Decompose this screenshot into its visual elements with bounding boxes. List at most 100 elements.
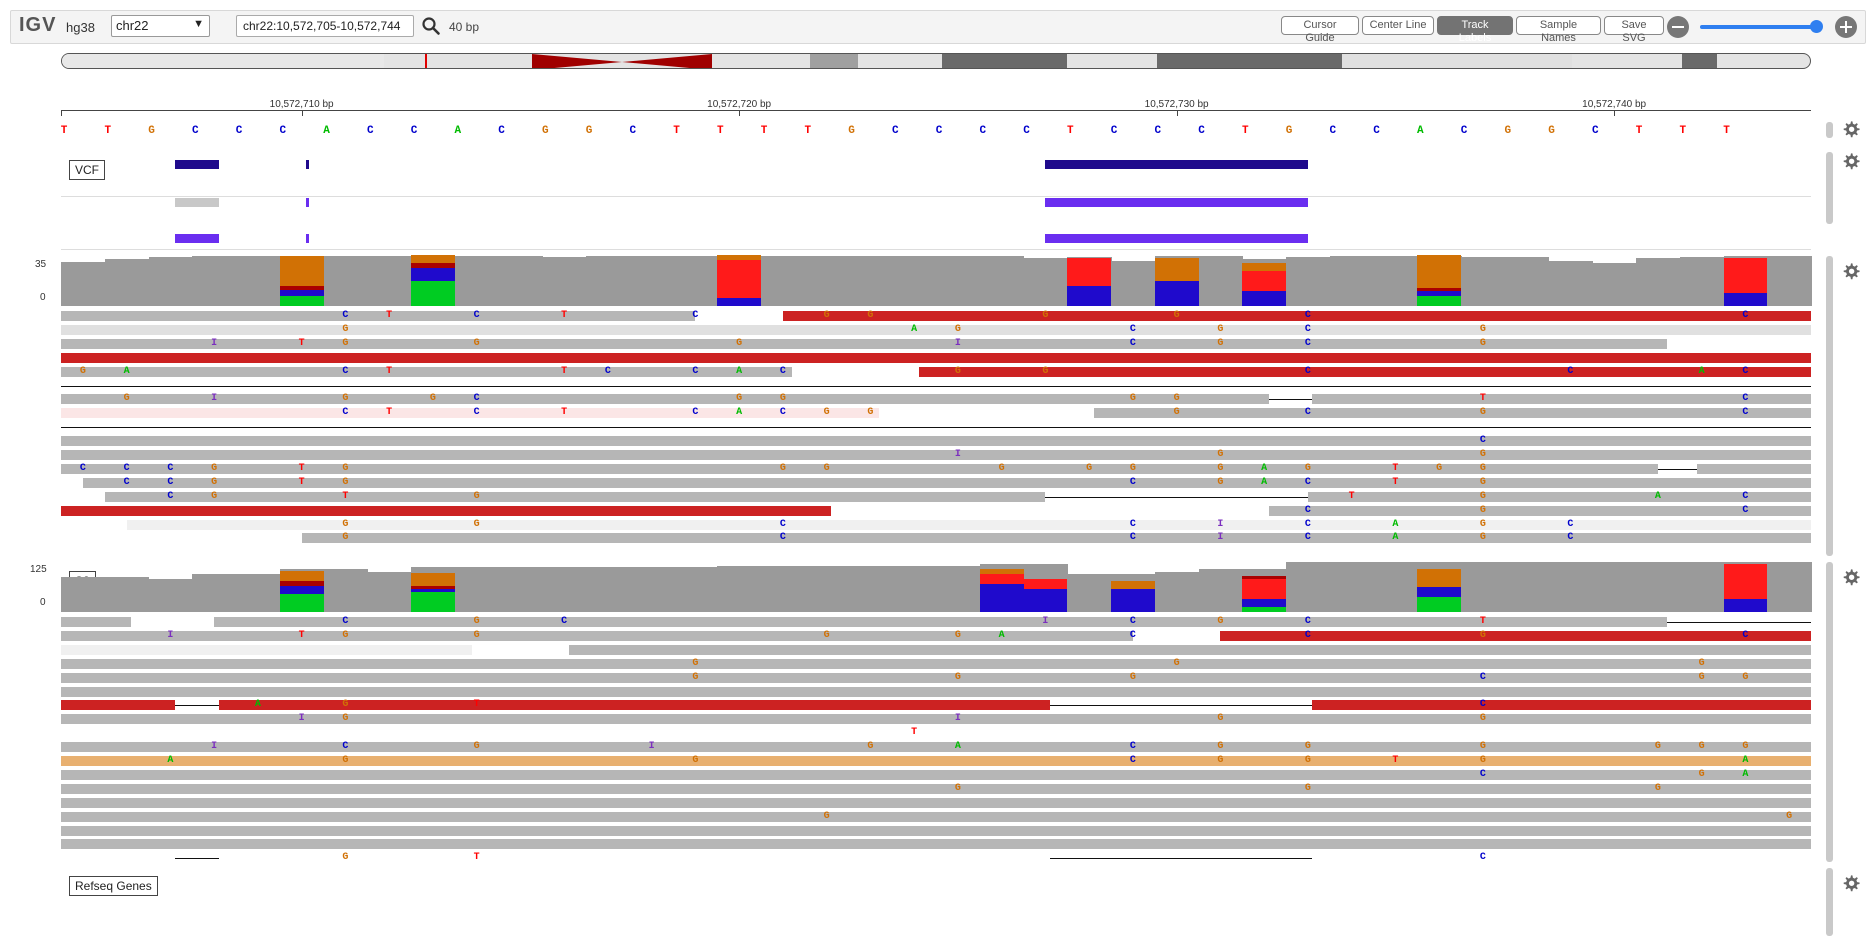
allele-fraction-bar[interactable]: [1242, 291, 1286, 306]
coverage-bar[interactable]: [586, 567, 631, 612]
aligned-read[interactable]: [1312, 394, 1811, 405]
chromosome-ideogram[interactable]: [61, 53, 1811, 69]
s2-scrollbar[interactable]: [1826, 562, 1833, 862]
aligned-read[interactable]: [1307, 491, 1811, 502]
allele-fraction-bar[interactable]: [279, 290, 324, 296]
aligned-read[interactable]: [918, 366, 1811, 377]
coverage-bar[interactable]: [1067, 574, 1112, 612]
allele-fraction-bar[interactable]: [1417, 597, 1461, 612]
aligned-read[interactable]: [104, 491, 1046, 502]
coverage-bar[interactable]: [542, 257, 587, 306]
aligned-read[interactable]: [61, 436, 1811, 447]
coverage-bar[interactable]: [148, 579, 193, 612]
coverage-bar[interactable]: [892, 256, 937, 306]
allele-fraction-bar[interactable]: [279, 581, 324, 586]
aligned-read[interactable]: [126, 519, 1811, 530]
coverage-bar[interactable]: [1111, 261, 1156, 306]
aligned-read[interactable]: [61, 408, 880, 419]
coverage-bar[interactable]: [1636, 562, 1681, 612]
allele-fraction-bar[interactable]: [979, 584, 1024, 612]
allele-fraction-bar[interactable]: [1723, 293, 1768, 306]
variant-call[interactable]: [306, 198, 309, 207]
aligned-read[interactable]: [61, 644, 473, 655]
coverage-bar[interactable]: [1767, 256, 1812, 306]
coverage-bar[interactable]: [629, 567, 674, 612]
aligned-read[interactable]: [61, 311, 696, 321]
refseq-scrollbar[interactable]: [1826, 868, 1833, 936]
variant-call[interactable]: [174, 160, 219, 169]
aligned-read[interactable]: [61, 324, 1811, 335]
allele-fraction-bar[interactable]: [1067, 258, 1111, 286]
gear-icon[interactable]: [1842, 874, 1860, 892]
coverage-bar[interactable]: [1198, 569, 1243, 612]
variant-call[interactable]: [306, 234, 309, 243]
allele-fraction-bar[interactable]: [279, 594, 324, 612]
aligned-read[interactable]: [214, 617, 1667, 627]
aligned-read[interactable]: [61, 686, 1811, 697]
coverage-bar[interactable]: [1592, 562, 1637, 612]
aligned-read[interactable]: [218, 700, 1050, 711]
coverage-bar[interactable]: [804, 566, 849, 612]
allele-fraction-bar[interactable]: [411, 592, 455, 612]
allele-fraction-bar[interactable]: [1242, 607, 1286, 612]
aligned-read[interactable]: [61, 853, 1811, 864]
coverage-bar[interactable]: [104, 259, 149, 306]
coverage-bar[interactable]: [979, 256, 1024, 306]
coverage-bar[interactable]: [586, 256, 631, 306]
aligned-read[interactable]: [61, 672, 1811, 683]
zoom-slider-thumb[interactable]: [1810, 20, 1823, 33]
variant-call[interactable]: [306, 160, 309, 169]
allele-fraction-bar[interactable]: [1723, 599, 1768, 612]
coverage-bar[interactable]: [848, 566, 893, 612]
aligned-read[interactable]: [61, 742, 1811, 753]
allele-fraction-bar[interactable]: [1417, 291, 1461, 296]
allele-fraction-bar[interactable]: [411, 268, 455, 281]
allele-fraction-bar[interactable]: [411, 263, 455, 268]
aligned-read[interactable]: [61, 394, 1269, 405]
allele-fraction-bar[interactable]: [1242, 579, 1286, 599]
coverage-bar[interactable]: [454, 567, 499, 612]
aligned-read[interactable]: [61, 825, 1811, 836]
allele-fraction-bar[interactable]: [411, 589, 455, 592]
aligned-read[interactable]: [61, 839, 1811, 850]
allele-fraction-bar[interactable]: [1242, 576, 1286, 579]
coverage-bar[interactable]: [1329, 562, 1374, 612]
coverage-bar[interactable]: [673, 256, 718, 306]
coverage-bar[interactable]: [936, 256, 981, 306]
aligned-read[interactable]: [61, 366, 792, 377]
coverage-bar[interactable]: [323, 256, 368, 306]
coverage-bar[interactable]: [717, 566, 762, 612]
aligned-read[interactable]: [61, 714, 1811, 725]
coverage-bar[interactable]: [761, 566, 806, 612]
coverage-bar[interactable]: [1504, 562, 1549, 612]
allele-fraction-bar[interactable]: [1111, 581, 1155, 589]
gear-icon[interactable]: [1842, 120, 1860, 138]
aligned-read[interactable]: [61, 463, 1658, 474]
allele-fraction-bar[interactable]: [411, 281, 455, 306]
coverage-bar[interactable]: [1286, 257, 1331, 306]
allele-fraction-bar[interactable]: [1417, 296, 1461, 306]
allele-fraction-bar[interactable]: [1023, 589, 1068, 612]
allele-fraction-bar[interactable]: [279, 586, 324, 594]
allele-fraction-bar[interactable]: [1242, 599, 1286, 607]
coverage-bar[interactable]: [1461, 562, 1506, 612]
aligned-read[interactable]: [61, 352, 1811, 363]
vcf-scrollbar[interactable]: [1826, 152, 1833, 224]
coverage-bar[interactable]: [236, 256, 281, 306]
genome-label[interactable]: hg38: [66, 20, 95, 35]
allele-fraction-bar[interactable]: [411, 586, 455, 589]
coverage-bar[interactable]: [542, 567, 587, 612]
coverage-bar[interactable]: [1329, 256, 1374, 306]
allele-fraction-bar[interactable]: [1242, 271, 1286, 291]
allele-fraction-bar[interactable]: [717, 260, 761, 298]
aligned-read[interactable]: [1697, 463, 1811, 474]
coverage-bar[interactable]: [498, 567, 543, 612]
allele-fraction-bar[interactable]: [279, 256, 324, 286]
allele-fraction-bar[interactable]: [411, 255, 455, 263]
coverage-bar[interactable]: [1023, 258, 1068, 306]
zoom-slider[interactable]: [1700, 25, 1820, 29]
coverage-bar[interactable]: [1679, 257, 1724, 306]
gear-icon[interactable]: [1842, 152, 1860, 170]
coverage-bar[interactable]: [1592, 263, 1637, 306]
allele-fraction-bar[interactable]: [1111, 589, 1155, 612]
